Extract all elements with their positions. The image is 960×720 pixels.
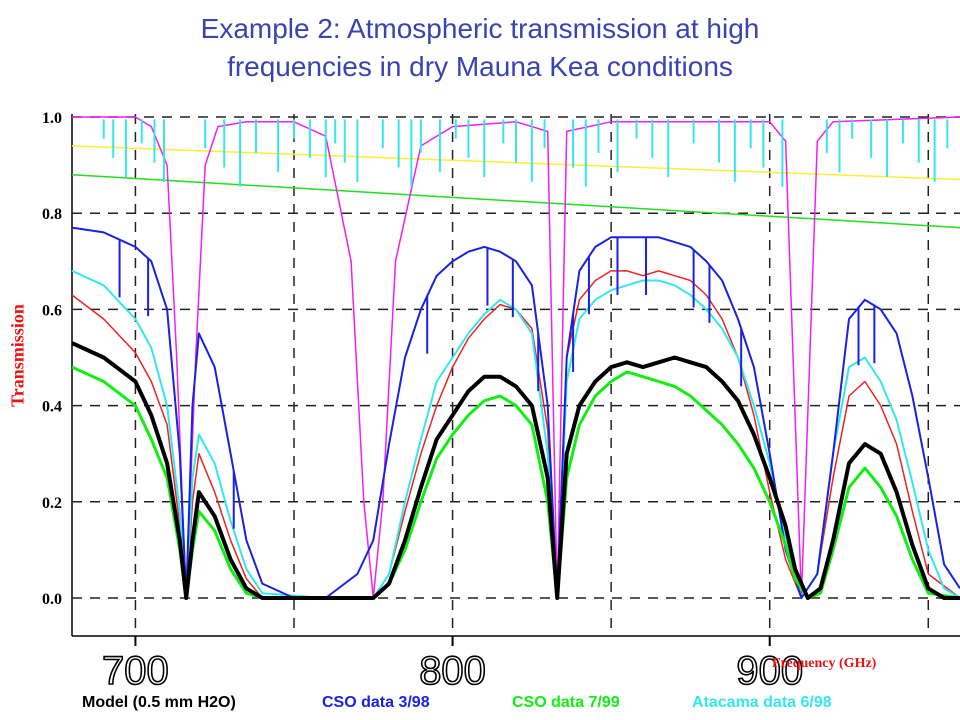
series-model-black	[71, 341, 960, 600]
x-tick-label-0: 700	[102, 649, 169, 693]
y-tick-label-3: 0.6	[42, 302, 62, 319]
x-tick-label-1: 800	[419, 649, 486, 693]
series-yellow	[71, 145, 960, 181]
y-tick-label-5: 1.0	[42, 110, 62, 127]
y-tick-label-1: 0.2	[42, 495, 62, 512]
title-line-1: Example 2: Atmospheric transmission at h…	[200, 13, 760, 44]
legend-cso-3-98: CSO data 3/98	[322, 694, 430, 711]
legend-model: Model (0.5 mm H2O)	[82, 694, 236, 711]
series-cso-3-98	[71, 226, 960, 599]
y-tick-label-0: 0.0	[42, 591, 62, 608]
legend-cso-7-99: CSO data 7/99	[512, 694, 620, 711]
series-model-red	[71, 270, 960, 599]
chart-title: Example 2: Atmospheric transmission at h…	[0, 10, 960, 86]
x-axis-label: Frequency (GHz)	[772, 656, 877, 671]
title-line-2: frequencies in dry Mauna Kea conditions	[227, 51, 733, 82]
y-axis-label: Transmission	[7, 304, 28, 407]
y-tick-label-4: 0.8	[42, 206, 62, 223]
y-tick-label-2: 0.4	[42, 399, 62, 416]
series-green-ref	[71, 173, 960, 229]
series-magenta	[72, 116, 960, 599]
series-atacama-cyan	[71, 269, 960, 599]
legend-atacama: Atacama data 6/98	[692, 694, 832, 711]
x-tick-label-2: 900	[736, 649, 803, 693]
